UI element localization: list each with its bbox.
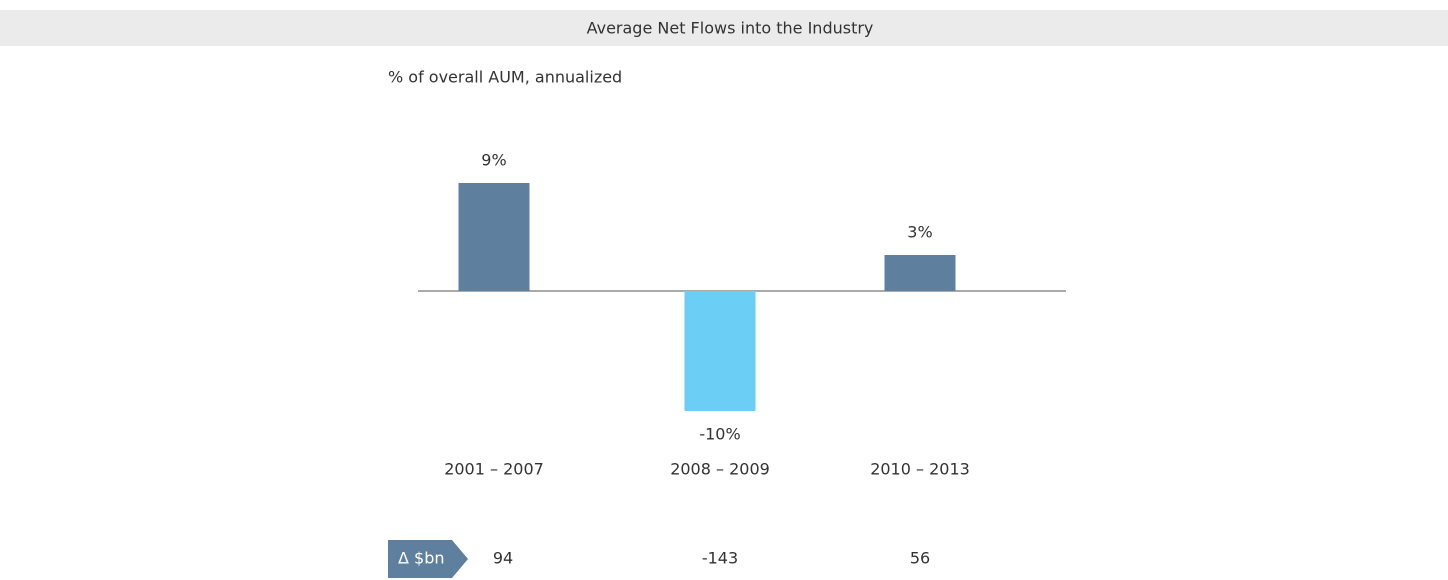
- delta-value: 94: [493, 549, 513, 568]
- delta-value: -143: [702, 549, 738, 568]
- delta-chevron: [388, 540, 468, 578]
- bar: [684, 291, 756, 411]
- header-band: [0, 10, 1448, 46]
- x-tick-label: 2001 – 2007: [444, 460, 544, 479]
- x-tick-label: 2010 – 2013: [870, 460, 970, 479]
- delta-label: Δ $bn: [398, 549, 445, 568]
- value-label: 3%: [907, 223, 932, 242]
- x-tick-label: 2008 – 2009: [670, 460, 770, 479]
- value-label: -10%: [699, 425, 740, 444]
- bar: [458, 183, 530, 291]
- chart-subtitle: % of overall AUM, annualized: [388, 68, 622, 87]
- bar: [884, 255, 956, 291]
- delta-value: 56: [910, 549, 930, 568]
- chart-title: Average Net Flows into the Industry: [587, 19, 874, 38]
- value-label: 9%: [481, 151, 506, 170]
